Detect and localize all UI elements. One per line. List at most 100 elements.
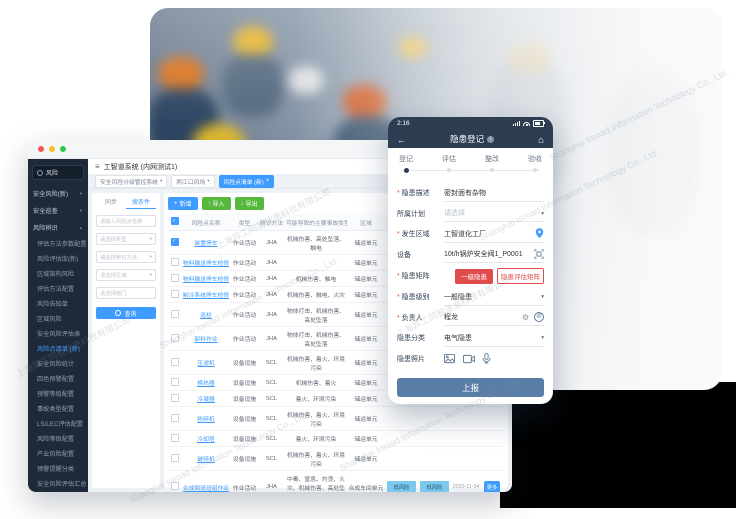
risk-point-link[interactable]: 冷却塔: [197, 437, 215, 443]
risk-point-link[interactable]: 制冷系统停车检修: [182, 293, 230, 299]
sidebar-item[interactable]: 区域架构风险: [37, 271, 75, 278]
row-checkbox[interactable]: [170, 333, 179, 342]
method-select[interactable]: 请选择辨识方法: [96, 251, 156, 263]
traffic-light-maximize[interactable]: [60, 146, 66, 152]
sidebar-item[interactable]: 安全风险统计: [37, 361, 75, 368]
device-input[interactable]: 10t/h锅炉安全阀1_P0001: [444, 246, 544, 264]
row-checkbox[interactable]: [170, 357, 179, 366]
phone-page-title: 隐患登记 i: [410, 133, 534, 145]
view-tab[interactable]: 两江口风场 ×: [171, 174, 215, 188]
query-button[interactable]: 查询: [96, 307, 156, 319]
more-button[interactable]: 更多: [483, 481, 501, 492]
sidebar-item[interactable]: 预警提醒分类: [37, 466, 75, 473]
sidebar-item[interactable]: 产业风险配置: [37, 451, 75, 458]
risk-point-link[interactable]: 物料输送停车检修: [182, 261, 230, 267]
traffic-light-minimize[interactable]: [49, 146, 55, 152]
sidebar-item[interactable]: 评估方法配置: [37, 286, 75, 293]
row-checkbox[interactable]: [170, 309, 179, 318]
traffic-light-close[interactable]: [38, 146, 44, 152]
export-button[interactable]: 导出: [234, 197, 264, 210]
add-button[interactable]: 新增: [168, 197, 198, 210]
risk-point-link[interactable]: 装置停车: [194, 241, 218, 247]
risk-point-link[interactable]: 粉碎机: [197, 417, 215, 423]
risk-point-link[interactable]: 物料输送停车检修: [182, 277, 230, 283]
add-video-icon[interactable]: [463, 354, 475, 364]
row-checkbox[interactable]: [170, 433, 179, 442]
info-icon[interactable]: i: [487, 135, 495, 143]
row-checkbox[interactable]: [170, 257, 179, 266]
select-all-checkbox[interactable]: [170, 217, 179, 225]
back-icon[interactable]: [397, 130, 406, 148]
grade-select[interactable]: 一般隐患: [444, 289, 544, 306]
sidebar-item[interactable]: 区域风险: [37, 316, 62, 323]
sidebar-item[interactable]: 风险评估库(新): [37, 256, 79, 263]
risk-point-link[interactable]: 卸料作业: [194, 337, 218, 343]
row-checkbox[interactable]: [170, 377, 179, 386]
add-audio-icon[interactable]: [482, 353, 491, 364]
type-cell: 设备设施: [231, 430, 258, 447]
sidebar-item[interactable]: 安全风险评估汇总: [37, 481, 87, 488]
sidebar-item[interactable]: 风险等级配置: [37, 436, 75, 443]
sidebar-item[interactable]: 事故类型配置: [37, 406, 75, 413]
phone-mockup: 2:16 隐患登记 i 登记 评估: [388, 117, 553, 404]
contact-at-icon[interactable]: @: [534, 312, 544, 323]
risk-point-link[interactable]: 合成倒班班组作业: [182, 485, 230, 492]
row-checkbox[interactable]: [170, 453, 179, 462]
row-checkbox[interactable]: [170, 393, 179, 402]
area-picker[interactable]: 工智道化工厂: [444, 225, 544, 244]
sidebar-section[interactable]: 安全风险(新): [28, 185, 88, 202]
region-select[interactable]: 请选择区域: [96, 269, 156, 281]
plan-select[interactable]: 请选择: [444, 205, 544, 223]
submit-button[interactable]: 上报: [397, 378, 544, 397]
row-checkbox[interactable]: [170, 237, 179, 246]
chevron-down-icon: [80, 190, 82, 197]
filter-tab-simple[interactable]: 同步: [104, 200, 117, 206]
row-checkbox[interactable]: [170, 413, 179, 422]
row-checkbox[interactable]: [170, 289, 179, 298]
sidebar-search[interactable]: 风险: [32, 165, 84, 180]
sidebar-item[interactable]: 预警等级配置: [37, 391, 75, 398]
close-icon[interactable]: ×: [265, 177, 270, 184]
chevron-down-icon: [150, 272, 152, 278]
sidebar-section[interactable]: 安全巡查: [28, 202, 88, 219]
import-button[interactable]: 导入: [201, 197, 231, 210]
add-image-icon[interactable]: [444, 353, 456, 364]
scan-qr-icon[interactable]: [534, 249, 544, 259]
view-tab[interactable]: 安全风险分级管控系统 ×: [95, 174, 168, 188]
type-select[interactable]: 请选择类型: [96, 233, 156, 245]
risk-point-link[interactable]: 巡检: [200, 313, 212, 319]
hazard-level-button[interactable]: 一级隐患: [455, 268, 493, 284]
description-input[interactable]: 密封面有杂物: [444, 185, 544, 202]
sidebar-item[interactable]: LS/LEC评估配置: [37, 421, 84, 428]
step: 验收: [528, 154, 542, 172]
sidebar-item[interactable]: 风险告知单: [37, 301, 68, 308]
risk-point-link[interactable]: 破碎机: [197, 457, 215, 463]
row-checkbox[interactable]: [170, 482, 179, 490]
location-pin-icon[interactable]: [535, 228, 544, 239]
risk-point-link[interactable]: 压滤机: [197, 361, 215, 367]
chevron-down-icon: [160, 178, 162, 184]
sidebar-item[interactable]: 四色预警配置: [37, 376, 75, 383]
field-device: 设备 10t/h锅炉安全阀1_P0001: [397, 245, 544, 266]
department-input[interactable]: 请选择部门: [96, 287, 156, 299]
sidebar-item[interactable]: 风险点清单 (新): [37, 346, 80, 353]
view-tab[interactable]: 风险点清单 (新) ×: [218, 174, 275, 188]
matrix-evaluate-button[interactable]: 隐患评估矩阵: [497, 268, 544, 284]
owner-input[interactable]: 程龙 @: [444, 309, 544, 327]
risk-point-link[interactable]: 冷凝器: [197, 397, 215, 403]
menu-icon[interactable]: [95, 162, 100, 171]
sidebar-section[interactable]: 风险辨识: [28, 219, 88, 236]
gear-icon[interactable]: [522, 313, 529, 322]
sidebar-item[interactable]: 评估方法参数配置: [37, 241, 87, 248]
row-checkbox[interactable]: [170, 273, 179, 282]
category-select[interactable]: 电气隐患: [444, 330, 544, 347]
filter-tab-advanced[interactable]: 搜条件: [126, 197, 156, 209]
view-tab-label: 风险点清单 (新): [223, 179, 264, 186]
risk-name-input[interactable]: 请输入风险点名称: [96, 215, 156, 227]
field-plan: 所属计划 请选择: [397, 204, 544, 225]
method-cell: JHA: [258, 230, 285, 255]
sidebar-item[interactable]: 安全风险评估表: [37, 331, 81, 338]
home-icon[interactable]: [538, 130, 544, 148]
risk-point-link[interactable]: 换热器: [197, 381, 215, 387]
chevron-down-icon: [541, 334, 544, 341]
